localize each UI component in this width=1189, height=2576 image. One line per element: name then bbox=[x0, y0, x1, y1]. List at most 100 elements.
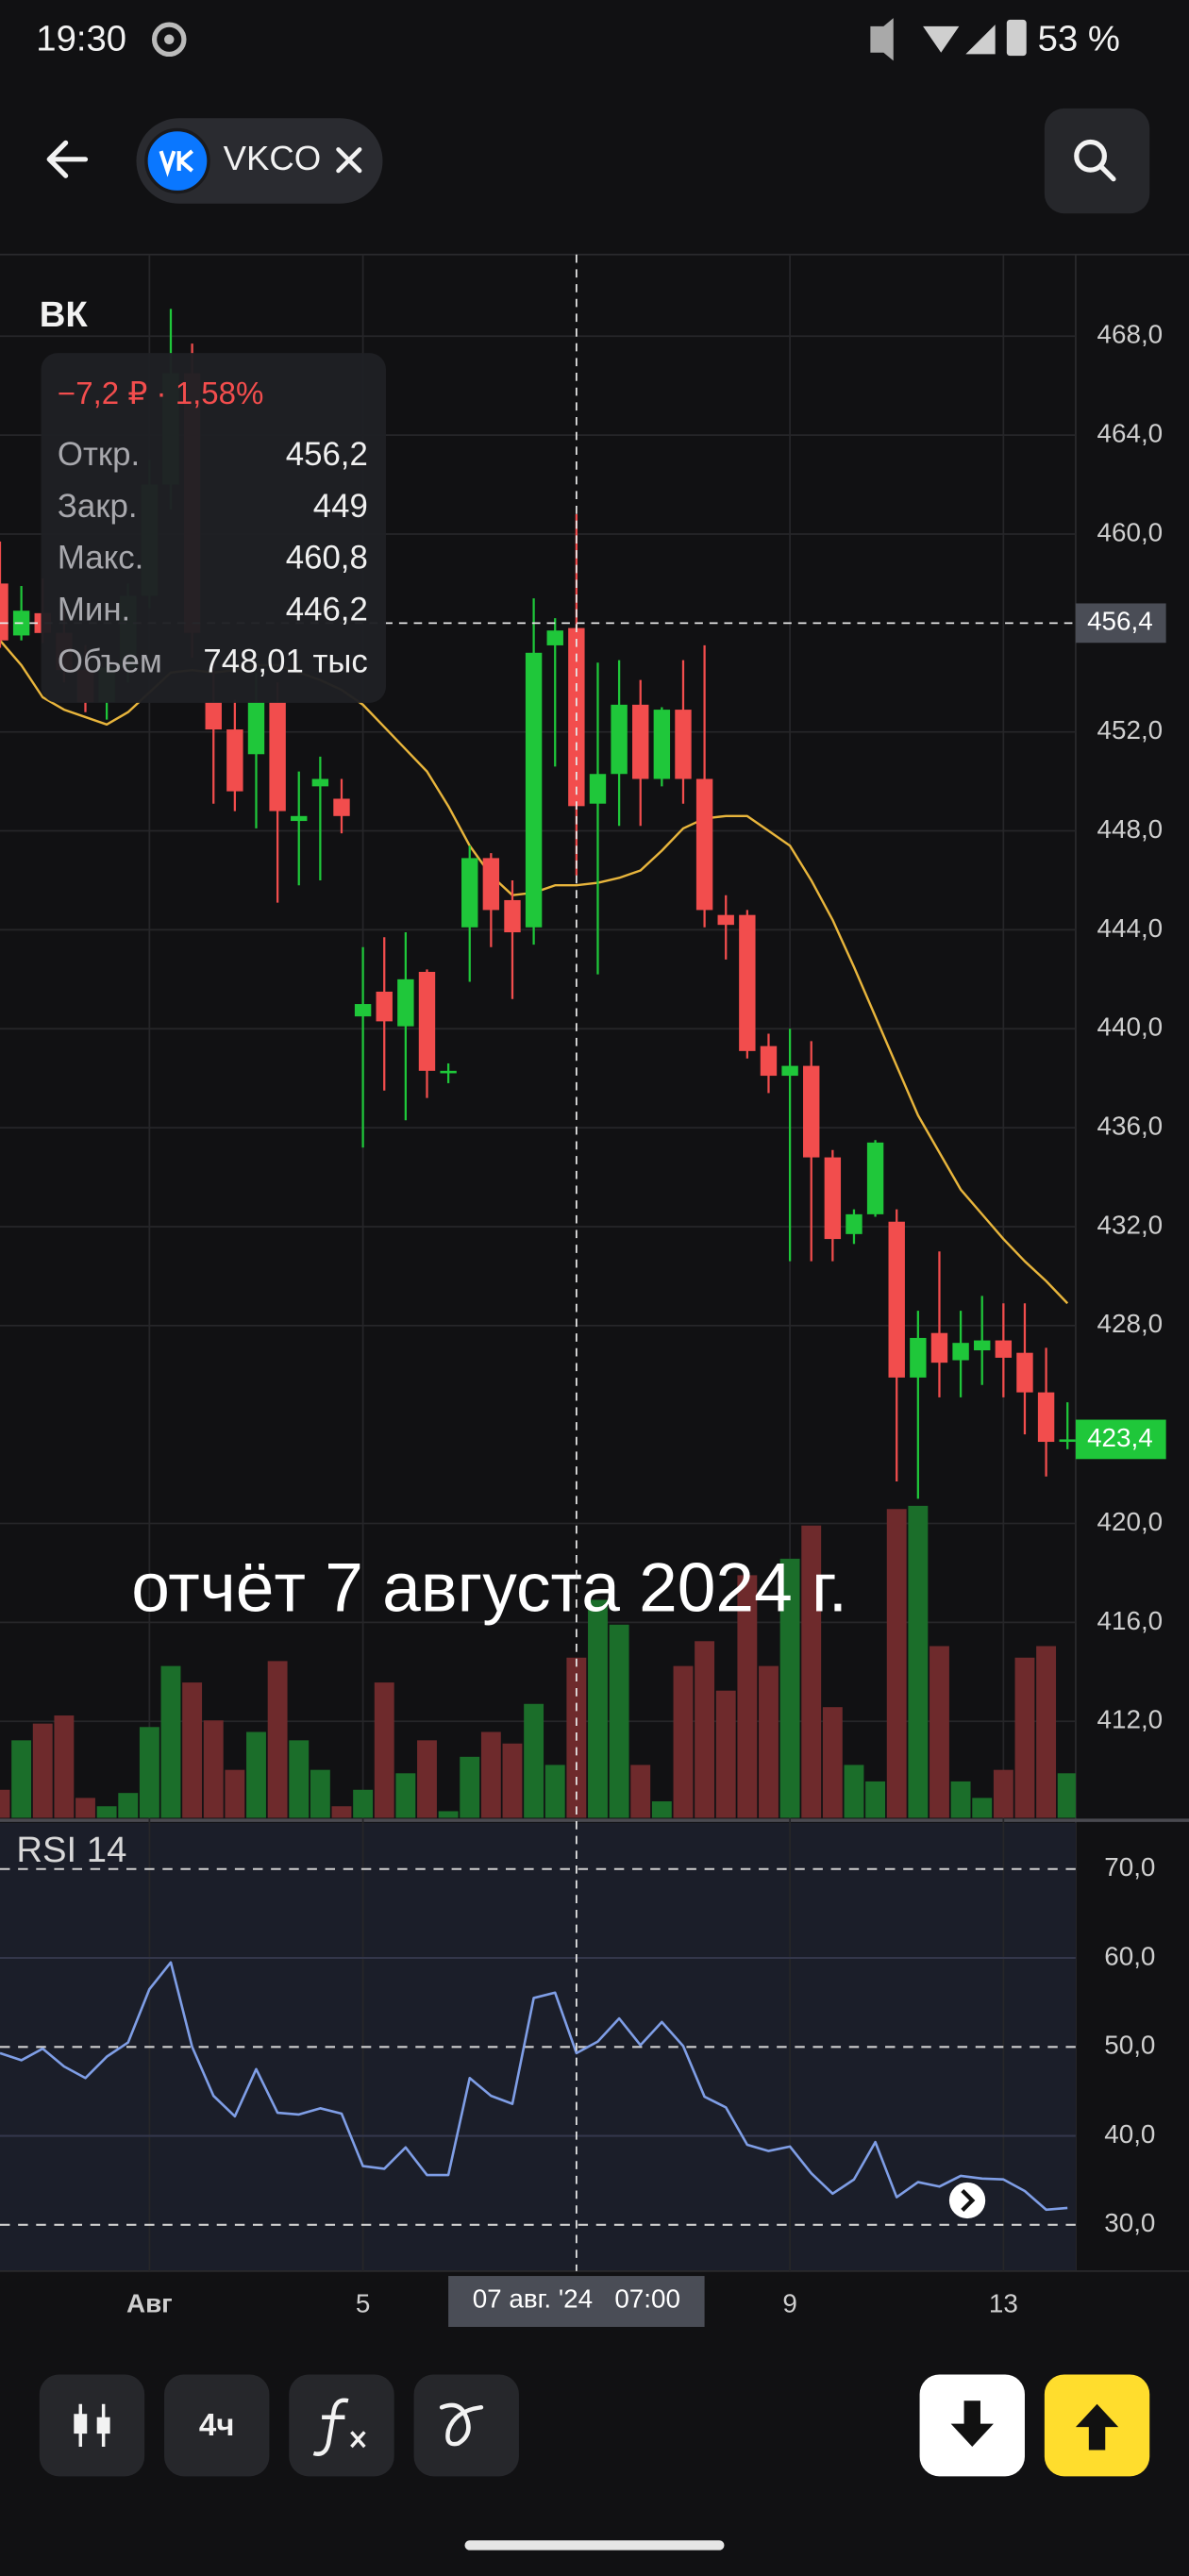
volume-bar bbox=[1014, 1657, 1035, 1818]
candle-body bbox=[930, 1332, 948, 1363]
x-tick-label: Авг bbox=[126, 2289, 173, 2318]
candle-body bbox=[205, 702, 222, 730]
search-button[interactable] bbox=[1044, 108, 1150, 214]
y-tick-label: 412,0 bbox=[1097, 1705, 1164, 1734]
rsi-scroll-button[interactable] bbox=[948, 2182, 986, 2219]
candle-body bbox=[1016, 1352, 1033, 1393]
last-price-label: 423,4 bbox=[1087, 1423, 1153, 1452]
y-tick-label: 464,0 bbox=[1097, 418, 1164, 447]
volume-bar bbox=[801, 1525, 822, 1818]
y-tick-label: 468,0 bbox=[1097, 320, 1164, 349]
rsi-title: RSI 14 bbox=[16, 1830, 126, 1870]
volume-bar bbox=[267, 1661, 288, 1818]
rsi-tick-label: 60,0 bbox=[1104, 1941, 1155, 1970]
rsi-panel bbox=[0, 1822, 1076, 2271]
candle-body bbox=[824, 1157, 842, 1240]
y-tick-label: 420,0 bbox=[1097, 1507, 1164, 1536]
interval-button[interactable]: 4ч bbox=[164, 2374, 270, 2477]
tooltip-value: 456,2 bbox=[286, 436, 368, 473]
candle-body bbox=[291, 815, 308, 822]
rsi-plot bbox=[0, 1867, 1076, 2226]
volume-bar bbox=[695, 1641, 715, 1818]
crosshair-price-box bbox=[1075, 603, 1166, 644]
crosshair-date-label: 07 авг. '24 07:00 bbox=[473, 2284, 680, 2314]
volume-bar bbox=[715, 1690, 736, 1818]
volume-bar bbox=[438, 1811, 459, 1818]
crosshair-price-label: 456,4 bbox=[1087, 607, 1153, 636]
tooltip-value: 449 bbox=[313, 488, 368, 525]
candle-body bbox=[611, 704, 628, 775]
candle-body bbox=[0, 583, 8, 641]
tooltip-label: Закр. bbox=[58, 488, 138, 525]
volume-bar bbox=[630, 1765, 651, 1818]
volume-bar bbox=[395, 1773, 416, 1818]
candle-body bbox=[675, 710, 692, 779]
y-tick-label: 448,0 bbox=[1097, 814, 1164, 844]
candle-body bbox=[482, 858, 500, 911]
candle-body bbox=[226, 729, 243, 792]
volume-bar bbox=[118, 1793, 139, 1818]
y-tick-label: 428,0 bbox=[1097, 1309, 1164, 1338]
sell-button[interactable] bbox=[919, 2374, 1025, 2477]
candle-body bbox=[866, 1142, 884, 1214]
drawing-button[interactable] bbox=[413, 2374, 519, 2477]
volume-bar bbox=[908, 1505, 929, 1818]
volume-bar bbox=[160, 1665, 181, 1818]
volume-bar bbox=[950, 1781, 971, 1818]
volume-bar bbox=[353, 1789, 374, 1818]
chip-close[interactable] bbox=[336, 147, 362, 174]
volume-bar bbox=[759, 1665, 779, 1818]
tooltip-label: Макс. bbox=[58, 540, 143, 577]
volume-bar bbox=[737, 1575, 758, 1818]
volume-bar bbox=[822, 1707, 843, 1818]
tooltip-label: Мин. bbox=[58, 591, 130, 627]
y-tick-label: 416,0 bbox=[1097, 1606, 1164, 1635]
volume-bar bbox=[844, 1765, 864, 1818]
rsi-tick-label: 50,0 bbox=[1104, 2031, 1155, 2060]
volume-bar bbox=[1057, 1773, 1076, 1818]
candle-body bbox=[1059, 1439, 1076, 1443]
volume-bar bbox=[588, 1599, 608, 1818]
volume-bar bbox=[929, 1646, 949, 1818]
volume-bar bbox=[139, 1727, 159, 1818]
volume-bar bbox=[11, 1740, 32, 1818]
volume-bar bbox=[886, 1509, 907, 1818]
candle-body bbox=[653, 710, 671, 779]
ticker-chip[interactable]: VKCO bbox=[136, 118, 383, 204]
chart-type-button[interactable] bbox=[39, 2374, 145, 2477]
interval: 4ч bbox=[199, 2408, 235, 2443]
y-tick-label: 440,0 bbox=[1097, 1012, 1164, 1042]
candle-body bbox=[739, 914, 756, 1051]
candle-body bbox=[846, 1213, 862, 1234]
axes: 412,0 416,0 420,0 428,0 432,0 436,0 440,0 444,0… bbox=[126, 320, 1166, 2327]
status-icons bbox=[870, 18, 1027, 61]
candle-body bbox=[974, 1340, 991, 1351]
volume-bar bbox=[310, 1769, 330, 1818]
indicators-button[interactable] bbox=[289, 2374, 394, 2477]
candle-body bbox=[888, 1221, 905, 1378]
back-button[interactable] bbox=[46, 140, 89, 178]
crosshair-date-box bbox=[448, 2276, 705, 2327]
candle-body bbox=[461, 858, 478, 928]
volume-bar bbox=[182, 1682, 203, 1818]
volume-bar bbox=[460, 1756, 480, 1818]
y-tick-label: 460,0 bbox=[1097, 517, 1164, 546]
volume-bar bbox=[480, 1731, 501, 1818]
volume-bar bbox=[673, 1665, 694, 1818]
status-battery: 53 % bbox=[1038, 19, 1120, 59]
buy-button[interactable] bbox=[1044, 2374, 1150, 2477]
last-price-box bbox=[1075, 1419, 1166, 1460]
x-tick-label: 9 bbox=[782, 2289, 796, 2318]
nav-handle bbox=[464, 2540, 725, 2551]
annotation: отчёт 7 августа 2024 г. bbox=[131, 1549, 847, 1626]
candle-body bbox=[781, 1065, 798, 1077]
candle-body bbox=[269, 702, 286, 811]
tooltip-value: 748,01 тыс bbox=[203, 643, 367, 679]
status-icon bbox=[151, 22, 187, 58]
volume-bar bbox=[225, 1769, 245, 1818]
candle-body bbox=[546, 630, 563, 645]
candle-body bbox=[910, 1337, 927, 1378]
candle-body bbox=[376, 991, 393, 1022]
